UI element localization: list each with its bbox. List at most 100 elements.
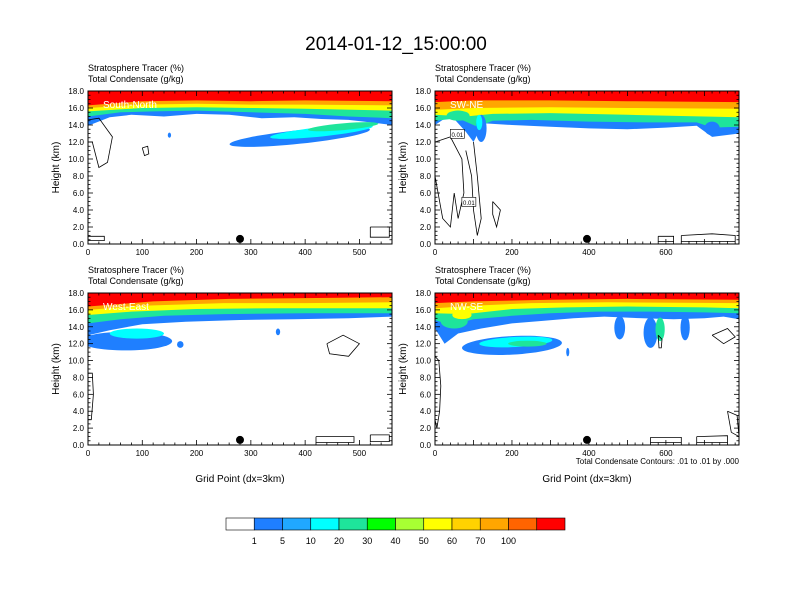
panel-nw-se: 0.0 2.0 4.0 6.0 8.0 10.0 12.0 14.0 16.0 18.0 0 200 4… bbox=[398, 265, 740, 485]
contour-note: Total Condensate Contours: .01 to .01 by… bbox=[576, 457, 740, 466]
figure-title: 2014-01-12_15:00:00 bbox=[305, 34, 487, 55]
condensate-contour-0 bbox=[435, 136, 465, 228]
tracer-blob-3 bbox=[275, 328, 281, 336]
y-tick-label: 4.0 bbox=[73, 407, 85, 416]
y-tick-label: 4.0 bbox=[73, 206, 85, 215]
y-tick-label: 6.0 bbox=[73, 189, 85, 198]
panel-west-east: 0.0 2.0 4.0 6.0 8.0 10.0 12.0 14.0 16.0 18.0 0 100 2… bbox=[51, 265, 393, 485]
condensate-contour-3 bbox=[369, 434, 390, 443]
tracer-blob-2 bbox=[508, 340, 547, 347]
panel-name: NW-SE bbox=[450, 302, 483, 313]
plot-area bbox=[88, 293, 392, 443]
colorbar-label: 100 bbox=[501, 536, 516, 546]
y-tick-label: 18.0 bbox=[68, 289, 84, 298]
x-tick-label: 200 bbox=[190, 248, 204, 257]
tracer-blob-1 bbox=[476, 114, 483, 131]
x-tick-label: 0 bbox=[433, 248, 438, 257]
x-tick-label: 600 bbox=[659, 248, 673, 257]
x-tick-label: 500 bbox=[353, 248, 367, 257]
location-marker bbox=[236, 234, 244, 243]
tracer-blob-7 bbox=[643, 317, 658, 348]
condensate-contour-3 bbox=[369, 226, 390, 238]
condensate-contour-5 bbox=[727, 410, 739, 438]
colorbar-label: 60 bbox=[447, 536, 457, 546]
x-tick-label: 500 bbox=[353, 449, 367, 458]
panel-subtitle-condensate: Total Condensate (g/kg) bbox=[435, 276, 531, 286]
colorbar-swatch bbox=[366, 517, 396, 531]
condensate-contour-0 bbox=[88, 372, 94, 421]
y-axis-label: Height (km) bbox=[398, 142, 409, 194]
y-tick-label: 8.0 bbox=[73, 172, 85, 181]
y-tick-label: 14.0 bbox=[415, 121, 431, 130]
panel-south-north: 0.0 2.0 4.0 6.0 8.0 10.0 12.0 14.0 16.0 18.0 0 100 2… bbox=[51, 63, 393, 257]
condensate-contour-1 bbox=[657, 334, 663, 349]
colorbar-swatch bbox=[338, 517, 368, 531]
panel-subtitle-tracer: Stratosphere Tracer (%) bbox=[88, 63, 184, 73]
condensate-contour-0 bbox=[88, 117, 113, 169]
y-tick-label: 10.0 bbox=[68, 357, 84, 366]
panel-subtitle-tracer: Stratosphere Tracer (%) bbox=[435, 63, 531, 73]
condensate-contour-2 bbox=[315, 436, 355, 443]
y-tick-label: 12.0 bbox=[415, 340, 431, 349]
panel-name: SW-NE bbox=[450, 100, 483, 111]
colorbar-swatch bbox=[253, 517, 283, 531]
y-tick-label: 8.0 bbox=[420, 373, 432, 382]
y-tick-label: 0.0 bbox=[73, 441, 85, 450]
contour-label-box-0 bbox=[450, 129, 465, 139]
condensate-contour-4 bbox=[696, 435, 728, 443]
colorbar-label: 50 bbox=[419, 536, 429, 546]
x-tick-label: 0 bbox=[86, 248, 91, 257]
colorbar-label: 20 bbox=[334, 536, 344, 546]
condensate-contour-1 bbox=[326, 334, 361, 357]
colorbar-swatch bbox=[225, 517, 255, 531]
panel-subtitle-condensate: Total Condensate (g/kg) bbox=[435, 74, 531, 84]
y-tick-label: 14.0 bbox=[68, 121, 84, 130]
contour-label-1: 0.01 bbox=[463, 201, 475, 207]
tracer-blob-4 bbox=[452, 310, 472, 320]
colorbar-swatch bbox=[479, 517, 509, 531]
y-tick-label: 12.0 bbox=[68, 340, 84, 349]
condensate-contour-1 bbox=[465, 141, 482, 236]
colorbar-label: 40 bbox=[390, 536, 400, 546]
x-tick-label: 100 bbox=[136, 248, 150, 257]
condensate-contour-2 bbox=[88, 235, 105, 242]
plot-area bbox=[88, 91, 392, 242]
condensate-contour-3 bbox=[657, 235, 674, 242]
colorbar-label: 30 bbox=[362, 536, 372, 546]
colorbar-label: 10 bbox=[306, 536, 316, 546]
y-axis-label: Height (km) bbox=[51, 142, 62, 194]
panel-subtitle-tracer: Stratosphere Tracer (%) bbox=[88, 265, 184, 275]
y-axis-label: Height (km) bbox=[398, 343, 409, 395]
tracer-blob-2 bbox=[177, 341, 184, 348]
tracer-blob-5 bbox=[566, 347, 570, 357]
y-tick-label: 0.0 bbox=[73, 240, 85, 249]
x-tick-label: 400 bbox=[298, 449, 312, 458]
y-tick-label: 10.0 bbox=[415, 155, 431, 164]
tracer-blob-6 bbox=[614, 315, 626, 340]
y-tick-label: 12.0 bbox=[415, 138, 431, 147]
y-tick-label: 18.0 bbox=[415, 289, 431, 298]
y-tick-label: 2.0 bbox=[73, 424, 85, 433]
tracer-blob-2 bbox=[446, 110, 470, 121]
y-tick-label: 0.0 bbox=[420, 240, 432, 249]
colorbar-swatch bbox=[310, 517, 340, 531]
y-tick-label: 6.0 bbox=[420, 189, 432, 198]
tracer-blob-3 bbox=[167, 132, 172, 138]
colorbar-swatch bbox=[395, 517, 425, 531]
colorbar-swatch bbox=[451, 517, 481, 531]
x-axis-label: Grid Point (dx=3km) bbox=[542, 474, 631, 485]
x-tick-label: 400 bbox=[298, 248, 312, 257]
location-marker bbox=[583, 234, 591, 243]
x-tick-label: 200 bbox=[190, 449, 204, 458]
condensate-contour-1 bbox=[141, 145, 150, 157]
y-tick-label: 6.0 bbox=[73, 390, 85, 399]
y-tick-label: 8.0 bbox=[73, 373, 85, 382]
x-tick-label: 300 bbox=[244, 449, 258, 458]
y-tick-label: 8.0 bbox=[420, 172, 432, 181]
y-tick-label: 16.0 bbox=[68, 306, 84, 315]
tracer-blob-8 bbox=[655, 317, 665, 342]
y-tick-label: 14.0 bbox=[68, 323, 84, 332]
x-axis-label: Grid Point (dx=3km) bbox=[195, 474, 284, 485]
y-tick-label: 4.0 bbox=[420, 206, 432, 215]
panel-sw-ne: 0.01 0.01 0.0 2.0 4.0 6.0 8.0 10.0 12.0 14.0 16.0 1… bbox=[398, 63, 740, 257]
